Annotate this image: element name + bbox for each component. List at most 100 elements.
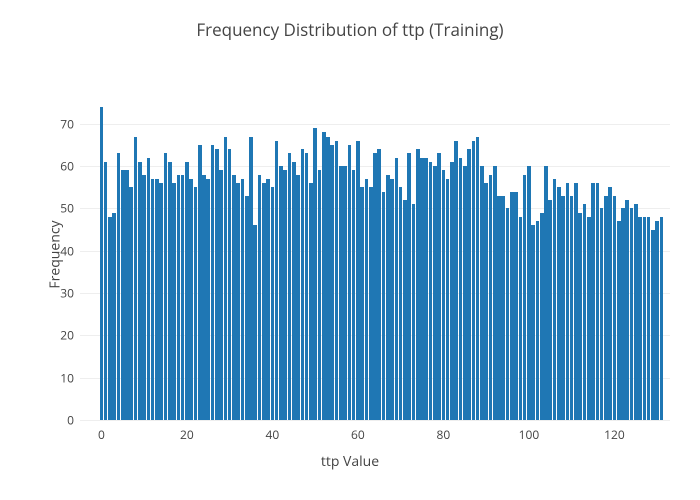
y-tick-label: 60 <box>60 158 74 175</box>
histogram-bar <box>292 162 296 420</box>
histogram-bar <box>459 158 463 420</box>
histogram-bar <box>433 166 437 420</box>
histogram-bar <box>536 221 540 420</box>
histogram-bar <box>249 137 253 420</box>
chart-title: Frequency Distribution of ttp (Training) <box>0 18 700 41</box>
histogram-bar <box>356 141 360 420</box>
histogram-bar <box>177 175 181 420</box>
histogram-bar <box>643 217 647 420</box>
histogram-bar <box>489 175 493 420</box>
histogram-bar <box>476 137 480 420</box>
histogram-bar <box>382 192 386 420</box>
histogram-bar <box>540 213 544 420</box>
histogram-bar <box>531 225 535 420</box>
gridline <box>80 124 670 125</box>
histogram-bar <box>335 141 339 420</box>
histogram-bar <box>313 128 317 420</box>
chart-container: Frequency Distribution of ttp (Training)… <box>0 0 700 500</box>
x-tick-label: 100 <box>519 426 540 443</box>
histogram-bar <box>544 166 548 420</box>
plot-area: 010203040506070020406080100120 <box>80 90 670 420</box>
histogram-bar <box>625 200 629 420</box>
histogram-bar <box>660 217 664 420</box>
histogram-bar <box>621 208 625 420</box>
histogram-bar <box>566 183 570 420</box>
histogram-bar <box>147 158 151 420</box>
histogram-bar <box>510 192 514 420</box>
histogram-bar <box>561 196 565 420</box>
histogram-bar <box>185 162 189 420</box>
histogram-bar <box>117 153 121 420</box>
histogram-bar <box>613 196 617 420</box>
histogram-bar <box>548 200 552 420</box>
histogram-bar <box>258 175 262 420</box>
histogram-bar <box>638 217 642 420</box>
histogram-bar <box>596 183 600 420</box>
histogram-bar <box>407 153 411 420</box>
histogram-bar <box>463 166 467 420</box>
histogram-bar <box>493 166 497 420</box>
histogram-bar <box>283 170 287 420</box>
histogram-bar <box>151 179 155 420</box>
histogram-bar <box>553 179 557 420</box>
x-tick-label: 80 <box>437 426 451 443</box>
gridline <box>80 420 670 421</box>
histogram-bar <box>215 149 219 420</box>
histogram-bar <box>523 175 527 420</box>
histogram-bar <box>617 221 621 420</box>
x-axis-label: ttp Value <box>0 452 700 471</box>
histogram-bar <box>630 208 634 420</box>
histogram-bar <box>236 183 240 420</box>
histogram-bar <box>129 187 133 420</box>
histogram-bar <box>634 204 638 420</box>
histogram-bar <box>279 166 283 420</box>
y-tick-label: 20 <box>60 327 74 344</box>
histogram-bar <box>159 183 163 420</box>
histogram-bar <box>198 145 202 420</box>
histogram-bar <box>416 149 420 420</box>
histogram-bar <box>326 137 330 420</box>
histogram-bar <box>527 166 531 420</box>
histogram-bar <box>360 187 364 420</box>
histogram-bar <box>271 187 275 420</box>
histogram-bar <box>309 183 313 420</box>
histogram-bar <box>604 196 608 420</box>
y-axis-label: Frequency <box>46 195 65 315</box>
histogram-bar <box>181 175 185 420</box>
x-tick-label: 20 <box>180 426 194 443</box>
histogram-bar <box>365 179 369 420</box>
histogram-bar <box>377 149 381 420</box>
histogram-bar <box>224 137 228 420</box>
y-tick-label: 10 <box>60 369 74 386</box>
histogram-bar <box>424 158 428 420</box>
histogram-bar <box>450 162 454 420</box>
histogram-bar <box>446 179 450 420</box>
histogram-bar <box>390 179 394 420</box>
histogram-bar <box>211 145 215 420</box>
histogram-bar <box>266 179 270 420</box>
histogram-bar <box>429 162 433 420</box>
histogram-bar <box>138 162 142 420</box>
histogram-bar <box>262 183 266 420</box>
histogram-bar <box>373 153 377 420</box>
histogram-bar <box>399 187 403 420</box>
histogram-bar <box>472 141 476 420</box>
histogram-bar <box>655 221 659 420</box>
y-tick-label: 70 <box>60 115 74 132</box>
histogram-bar <box>369 187 373 420</box>
histogram-bar <box>403 200 407 420</box>
histogram-bar <box>206 179 210 420</box>
histogram-bar <box>121 170 125 420</box>
x-tick-label: 120 <box>604 426 625 443</box>
histogram-bar <box>134 137 138 420</box>
histogram-bar <box>172 183 176 420</box>
histogram-bar <box>343 166 347 420</box>
histogram-bar <box>301 149 305 420</box>
histogram-bar <box>437 153 441 420</box>
x-tick-label: 0 <box>98 426 105 443</box>
histogram-bar <box>296 175 300 420</box>
histogram-bar <box>514 192 518 420</box>
histogram-bar <box>557 187 561 420</box>
histogram-bar <box>348 145 352 420</box>
histogram-bar <box>100 107 104 420</box>
